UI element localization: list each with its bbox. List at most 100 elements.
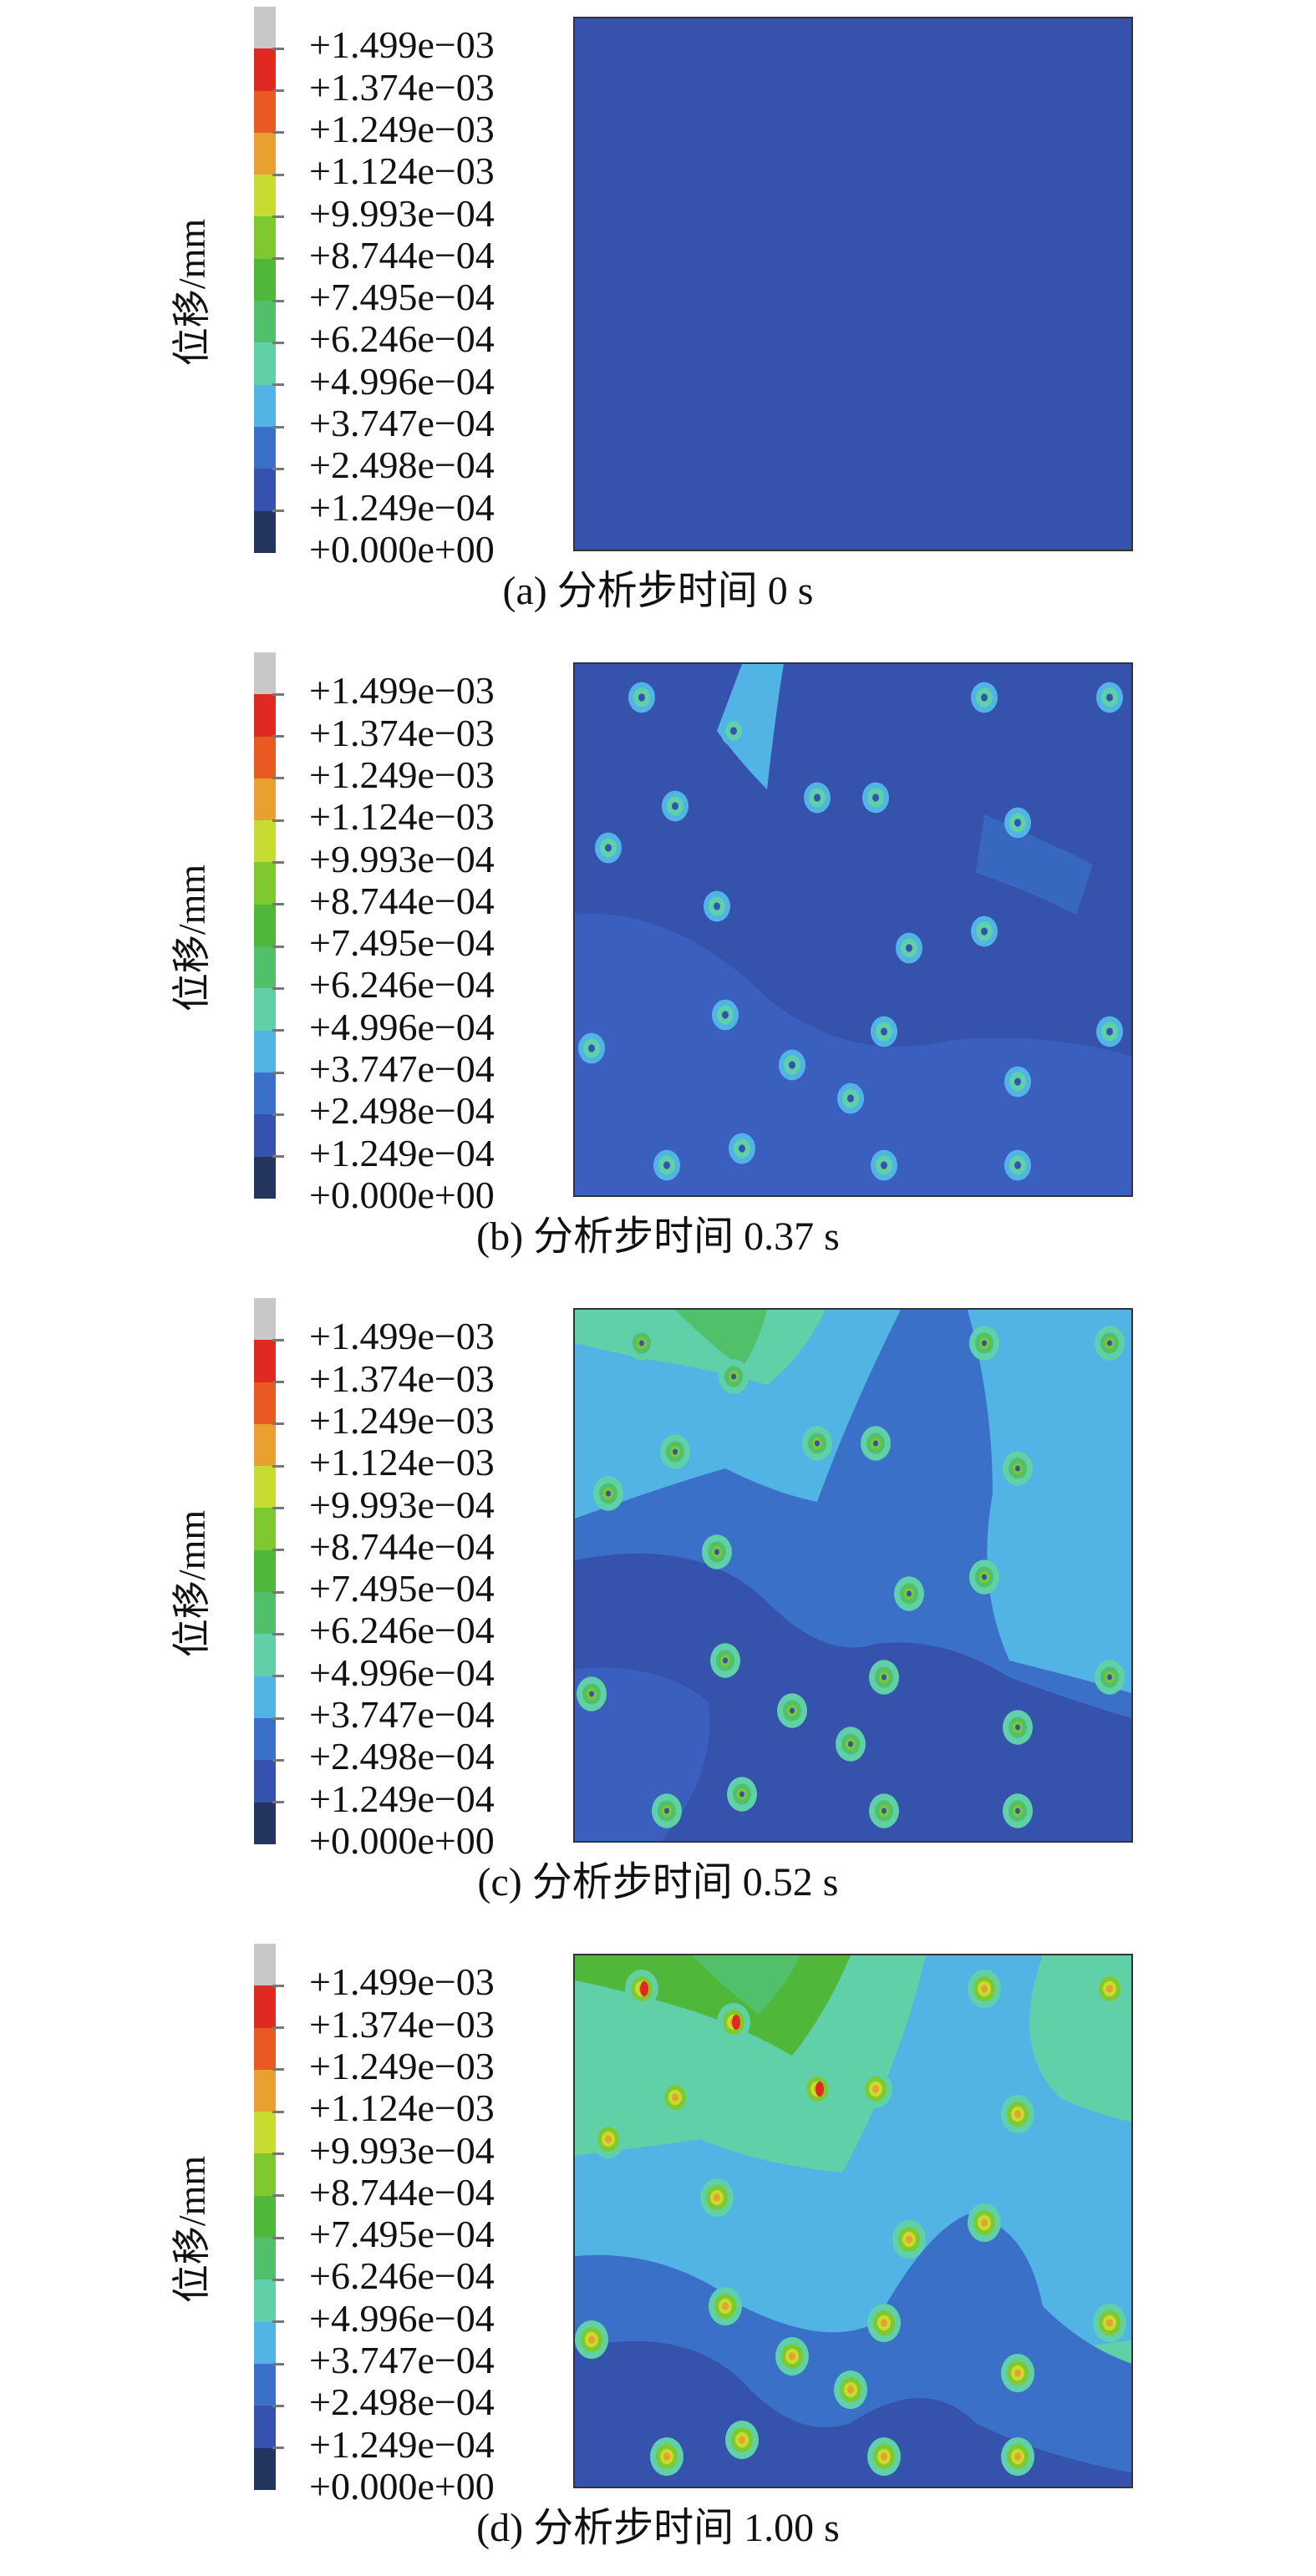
color-scale-bar <box>254 1298 284 1844</box>
color-scale-tick <box>272 735 284 738</box>
color-scale-tick-label: +1.249e−04 <box>309 485 495 529</box>
displacement-contour-plot <box>573 17 1133 551</box>
color-scale-tick <box>272 257 284 261</box>
color-scale-tick-label: +1.499e−03 <box>309 1960 495 2004</box>
color-scale-segment <box>254 946 276 989</box>
color-scale-tick-label: +9.993e−04 <box>309 1483 495 1526</box>
color-scale-tick <box>272 1381 284 1384</box>
displacement-hotspot <box>652 1793 682 1828</box>
displacement-hotspot <box>802 1426 832 1461</box>
color-scale-segment <box>254 1423 276 1467</box>
color-scale-segment <box>254 2238 276 2280</box>
displacement-hotspot <box>627 1326 657 1361</box>
color-scale-segment <box>254 469 276 511</box>
color-scale-tick-label: +1.124e−03 <box>309 150 495 193</box>
color-scale-tick <box>272 1507 284 1510</box>
displacement-hotspot <box>1004 807 1031 839</box>
panel-caption: (d) 分析步时间 1.00 s <box>476 2506 840 2550</box>
color-scale-tick-label: +6.246e−04 <box>309 2254 495 2298</box>
displacement-hotspot <box>871 1016 897 1047</box>
color-scale-segment <box>254 2321 276 2364</box>
color-scale-tick <box>272 1549 284 1552</box>
displacement-hotspot <box>592 2120 625 2158</box>
displacement-hotspot <box>896 932 922 964</box>
color-scale-segment <box>254 1802 276 1844</box>
displacement-hotspot <box>800 2070 834 2108</box>
color-scale-segment <box>254 652 276 695</box>
displacement-hotspot <box>969 1559 999 1595</box>
color-scale-tick <box>272 777 284 780</box>
color-scale-tick-label: +0.000e+00 <box>309 528 495 570</box>
color-scale-segment <box>254 2195 276 2239</box>
color-scale-tick-label: +7.495e−04 <box>309 1567 495 1610</box>
color-scale-segment <box>254 426 276 469</box>
color-scale-segment <box>254 1114 276 1157</box>
color-scale-tick <box>272 2404 284 2407</box>
displacement-hotspot <box>971 682 998 713</box>
displacement-hotspot <box>775 2337 809 2376</box>
displacement-hotspot <box>1095 1326 1125 1361</box>
displacement-hotspot <box>1004 1066 1031 1098</box>
color-scale-tick <box>272 2362 284 2366</box>
color-scale-tick <box>272 383 284 387</box>
color-scale-tick-label: +8.744e−04 <box>309 233 495 276</box>
color-scale-tick <box>272 2026 284 2030</box>
color-scale-tick <box>272 2278 284 2281</box>
color-scale-segment <box>254 1717 276 1761</box>
color-scale-tick-label: +4.996e−04 <box>309 1005 495 1048</box>
displacement-hotspot <box>700 2178 734 2217</box>
displacement-hotspot <box>837 1083 864 1114</box>
color-scale-tick-label: +4.996e−04 <box>309 359 495 403</box>
displacement-contour-plot <box>573 662 1133 1197</box>
displacement-hotspot <box>836 1727 866 1762</box>
displacement-hotspot <box>869 1793 899 1828</box>
displacement-hotspot <box>595 832 622 864</box>
color-scale-segment <box>254 736 276 778</box>
displacement-hotspot <box>1093 1970 1126 2008</box>
color-scale-segment <box>254 1944 276 1986</box>
color-scale-tick <box>272 467 284 470</box>
color-scale-tick <box>272 510 284 513</box>
displacement-hotspot <box>834 2371 867 2409</box>
displacement-hotspot <box>1001 2437 1034 2476</box>
color-scale-tick-label: +9.993e−04 <box>309 191 495 235</box>
panel-c: 位移/mm +1.499e−03 +1.374e−03 +1.249e−03 +1.1… <box>0 1291 1316 1930</box>
color-scale-tick-label: +9.993e−04 <box>309 837 495 880</box>
displacement-hotspot <box>971 915 998 947</box>
color-scale-tick-label: +6.246e−04 <box>309 1609 495 1652</box>
panel-caption: (c) 分析步时间 0.52 s <box>477 1860 839 1904</box>
color-scale-tick <box>272 1984 284 1987</box>
displacement-hotspot <box>1001 2095 1034 2133</box>
color-scale-tick <box>272 425 284 428</box>
displacement-hotspot <box>1096 1016 1123 1047</box>
color-scale-tick <box>272 1155 284 1159</box>
displacement-hotspot <box>861 1426 891 1461</box>
color-scale-segment <box>254 1508 276 1550</box>
color-scale-segment <box>254 2153 276 2196</box>
color-scale-tick <box>272 89 284 93</box>
color-scale-tick-label: +7.495e−04 <box>309 921 495 965</box>
displacement-hotspot <box>867 2437 901 2476</box>
displacement-hotspot <box>709 2287 742 2325</box>
displacement-contour-plot <box>573 1308 1133 1843</box>
color-scale-tick-label: +3.747e−04 <box>309 2339 495 2382</box>
color-scale-segment <box>254 301 276 343</box>
color-scale-tick <box>272 1113 284 1116</box>
displacement-hotspot <box>628 682 655 713</box>
color-scale-tick <box>272 819 284 822</box>
displacement-hotspot <box>660 1434 690 1469</box>
color-scale-tick-label: +1.374e−03 <box>309 2002 495 2046</box>
color-scale-segment <box>254 384 276 427</box>
color-scale-segment <box>254 1634 276 1676</box>
color-scale-tick-label: +0.000e+00 <box>309 1819 495 1862</box>
color-scale-tick-label: +0.000e+00 <box>309 1174 495 1216</box>
displacement-hotspot <box>871 1149 897 1181</box>
color-scale-tick-label: +1.124e−03 <box>309 795 495 839</box>
color-scale-tick <box>272 299 284 302</box>
color-scale-tick <box>272 903 284 906</box>
color-scale-segment <box>254 2112 276 2154</box>
displacement-hotspot <box>968 1970 1001 2008</box>
color-scale-segment <box>254 1382 276 1424</box>
color-scale-tick-label: +4.996e−04 <box>309 1651 495 1694</box>
panel-b: 位移/mm +1.499e−03 +1.374e−03 +1.249e−03 +1.1… <box>0 646 1316 1285</box>
